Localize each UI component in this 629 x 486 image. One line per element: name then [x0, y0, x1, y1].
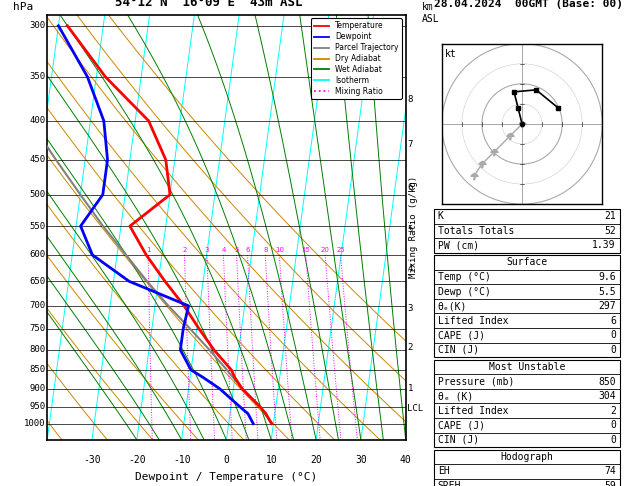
Text: 297: 297	[598, 301, 616, 311]
Text: 9.6: 9.6	[598, 272, 616, 282]
Text: CIN (J): CIN (J)	[438, 435, 479, 445]
Text: 10: 10	[275, 247, 284, 253]
Text: 20: 20	[310, 455, 322, 465]
Text: Surface: Surface	[506, 258, 547, 267]
Text: 900: 900	[30, 384, 45, 393]
Text: 30: 30	[355, 455, 367, 465]
Text: Lifted Index: Lifted Index	[438, 316, 508, 326]
Text: 7: 7	[408, 140, 413, 149]
Text: 500: 500	[30, 190, 45, 199]
Text: 59: 59	[604, 481, 616, 486]
Text: 5.5: 5.5	[598, 287, 616, 296]
Text: Totals Totals: Totals Totals	[438, 226, 514, 236]
Text: Dewpoint / Temperature (°C): Dewpoint / Temperature (°C)	[135, 472, 318, 482]
Text: 1: 1	[146, 247, 150, 253]
Text: 0: 0	[610, 420, 616, 430]
Text: 6: 6	[245, 247, 250, 253]
Text: 0: 0	[223, 455, 230, 465]
Text: 3: 3	[204, 247, 209, 253]
Text: EH: EH	[438, 467, 450, 476]
Text: 0: 0	[610, 435, 616, 445]
Text: 10: 10	[265, 455, 277, 465]
Text: 5: 5	[408, 225, 413, 234]
Text: 304: 304	[598, 391, 616, 401]
Text: CIN (J): CIN (J)	[438, 345, 479, 355]
Text: 400: 400	[30, 116, 45, 125]
Text: 2: 2	[182, 247, 187, 253]
Text: LCL: LCL	[408, 404, 423, 413]
Text: 21: 21	[604, 211, 616, 221]
Text: CAPE (J): CAPE (J)	[438, 420, 485, 430]
Text: 2: 2	[610, 406, 616, 416]
Text: Mixing Ratio (g/kg): Mixing Ratio (g/kg)	[409, 176, 418, 278]
Text: Most Unstable: Most Unstable	[489, 362, 565, 372]
Text: 650: 650	[30, 277, 45, 286]
Text: 28.04.2024  00GMT (Base: 00): 28.04.2024 00GMT (Base: 00)	[434, 0, 623, 9]
Legend: Temperature, Dewpoint, Parcel Trajectory, Dry Adiabat, Wet Adiabat, Isotherm, Mi: Temperature, Dewpoint, Parcel Trajectory…	[311, 18, 402, 99]
Text: 8: 8	[408, 95, 413, 104]
Text: K: K	[438, 211, 443, 221]
Text: 3: 3	[408, 304, 413, 312]
Text: 40: 40	[400, 455, 411, 465]
Text: θₑ(K): θₑ(K)	[438, 301, 467, 311]
Text: 1.39: 1.39	[593, 241, 616, 250]
Text: -10: -10	[173, 455, 191, 465]
Text: 600: 600	[30, 250, 45, 260]
Text: 54°12'N  16°09'E  43m ASL: 54°12'N 16°09'E 43m ASL	[114, 0, 303, 9]
Text: ASL: ASL	[421, 14, 439, 24]
Text: 0: 0	[610, 345, 616, 355]
Text: Hodograph: Hodograph	[500, 452, 554, 462]
Text: Temp (°C): Temp (°C)	[438, 272, 491, 282]
Text: 300: 300	[30, 21, 45, 30]
Text: 700: 700	[30, 301, 45, 311]
Text: 850: 850	[598, 377, 616, 386]
Text: 550: 550	[30, 222, 45, 231]
Text: -30: -30	[83, 455, 101, 465]
Text: 25: 25	[336, 247, 345, 253]
Text: Dewp (°C): Dewp (°C)	[438, 287, 491, 296]
Text: 8: 8	[263, 247, 267, 253]
Text: -20: -20	[128, 455, 146, 465]
Text: 800: 800	[30, 346, 45, 354]
Text: 750: 750	[30, 324, 45, 333]
Text: 0: 0	[610, 330, 616, 340]
Text: 6: 6	[408, 183, 413, 192]
Text: 450: 450	[30, 156, 45, 164]
Text: kt: kt	[445, 49, 457, 58]
Text: 15: 15	[301, 247, 310, 253]
Text: Pressure (mb): Pressure (mb)	[438, 377, 514, 386]
Text: CAPE (J): CAPE (J)	[438, 330, 485, 340]
Text: SREH: SREH	[438, 481, 461, 486]
Text: km: km	[421, 2, 433, 12]
Text: 350: 350	[30, 72, 45, 81]
Text: 74: 74	[604, 467, 616, 476]
Text: 5: 5	[235, 247, 239, 253]
Text: 20: 20	[321, 247, 330, 253]
Text: hPa: hPa	[13, 2, 33, 12]
Text: 1: 1	[408, 384, 413, 393]
Text: PW (cm): PW (cm)	[438, 241, 479, 250]
Text: Lifted Index: Lifted Index	[438, 406, 508, 416]
Text: 2: 2	[408, 344, 413, 352]
Text: 4: 4	[408, 264, 413, 273]
Text: 1000: 1000	[24, 419, 45, 428]
Text: 950: 950	[30, 402, 45, 411]
Text: 4: 4	[221, 247, 226, 253]
Text: 52: 52	[604, 226, 616, 236]
Text: 6: 6	[610, 316, 616, 326]
Text: 850: 850	[30, 365, 45, 375]
Text: θₑ (K): θₑ (K)	[438, 391, 473, 401]
